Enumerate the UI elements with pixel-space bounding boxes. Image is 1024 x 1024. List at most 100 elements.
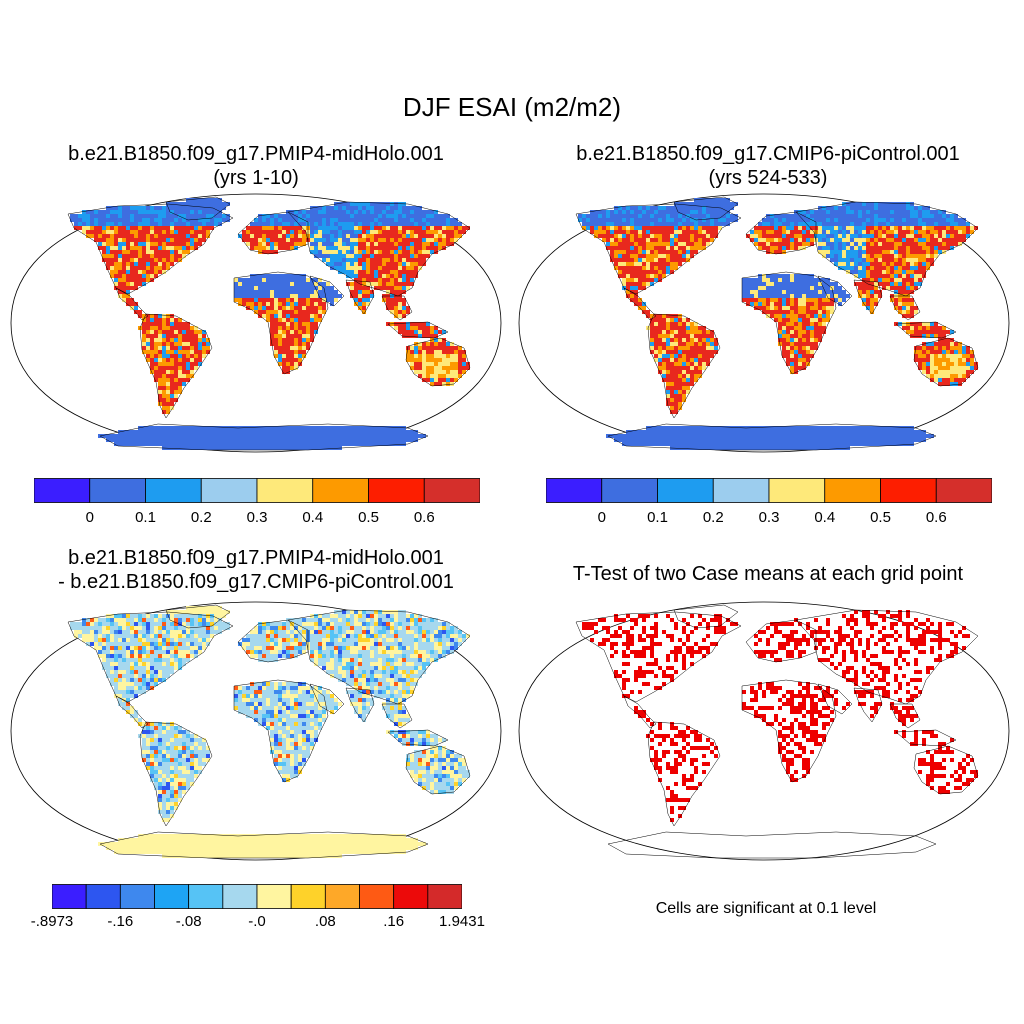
panel-title-bottom-left: b.e21.B1850.f09_g17.PMIP4-midHolo.001 - …: [0, 546, 512, 594]
coastline-north-america: [67, 611, 234, 703]
panel-title-top-right: b.e21.B1850.f09_g17.CMIP6-piControl.001 …: [512, 142, 1024, 190]
colorbar-box: [368, 478, 425, 503]
coastline-greenland: [673, 196, 739, 221]
colorbar-picontrol-labels: 0 0.1 0.2 0.3 0.4 0.5 0.6: [546, 509, 992, 529]
panel-title-line2: (yrs 1-10): [213, 167, 299, 189]
colorbar-box: [427, 884, 462, 909]
coastlines: [575, 196, 979, 451]
colorbar-box: [290, 884, 326, 909]
coastline-arabia: [309, 275, 345, 307]
map-cells: [70, 606, 470, 858]
colorbar-tick-label: 1.9431: [439, 913, 485, 930]
coastline-arabia: [817, 683, 853, 715]
coastline-central-america: [623, 695, 657, 729]
coastlines: [575, 604, 979, 859]
colorbar-tick-label: 0.5: [358, 509, 379, 526]
panel-title-line1: b.e21.B1850.f09_g17.PMIP4-midHolo.001: [68, 547, 444, 569]
coastline-antarctica: [607, 831, 937, 859]
colorbar-picontrol: [546, 478, 992, 503]
panel-title-top-left: b.e21.B1850.f09_g17.PMIP4-midHolo.001 (y…: [0, 142, 512, 190]
map-ttest: [518, 601, 1010, 861]
colorbar-tick-label: 0.4: [302, 509, 324, 526]
panel-title-line1: b.e21.B1850.f09_g17.PMIP4-midHolo.001: [68, 143, 444, 165]
colorbar-box: [393, 884, 429, 909]
colorbar-tick-label: 0.5: [870, 509, 891, 526]
coastline-europe: [745, 211, 817, 255]
coastline-antarctica: [607, 423, 937, 451]
colorbar-tick-label: 0.4: [814, 509, 836, 526]
colorbar-box: [423, 478, 480, 503]
colorbar-tick-label: 0.6: [413, 509, 435, 526]
coastline-asia: [287, 201, 471, 297]
colorbar-tick-label: 0: [597, 509, 606, 526]
coastlines: [67, 196, 471, 451]
colorbar-box: [188, 884, 224, 909]
coastline-india: [345, 687, 375, 723]
colorbar-box: [256, 884, 292, 909]
colorbar-midholo-labels: 0 0.1 0.2 0.3 0.4 0.5 0.6: [34, 509, 480, 529]
coastline-asia: [795, 609, 979, 705]
colorbar-tick-label: 0.3: [246, 509, 268, 526]
panel-title-line2: - b.e21.B1850.f09_g17.CMIP6-piControl.00…: [58, 571, 454, 593]
coastlines: [67, 604, 471, 859]
coastline-south-america: [647, 313, 721, 419]
colorbar-box: [154, 884, 190, 909]
colorbar-tick-label: 0.2: [190, 509, 212, 526]
colorbar-tick-label: 0.2: [702, 509, 724, 526]
coastline-asia: [795, 201, 979, 297]
map-midholo: [10, 193, 502, 453]
colorbar-tick-label: 0.6: [925, 509, 947, 526]
colorbar-tick-label: -.16: [107, 913, 134, 930]
colorbar-difference-labels: -.8973 -.16 -.08 -.0 .08 .16 1.9431: [31, 913, 485, 933]
coastline-central-america: [115, 695, 149, 729]
coastline-indonesia: [387, 321, 449, 339]
colorbar-tick-label: -.08: [175, 913, 202, 930]
colorbar-box: [89, 478, 146, 503]
colorbar-box: [200, 478, 258, 503]
colorbar-box: [359, 884, 395, 909]
coastline-arabia: [817, 275, 853, 307]
coastline-se-asia: [889, 295, 921, 321]
map-difference: [10, 601, 502, 861]
colorbar-midholo: [34, 478, 480, 503]
colorbar-box: [546, 478, 603, 503]
panel-title-line1: T-Test of two Case means at each grid po…: [572, 563, 964, 585]
colorbar-box: [85, 884, 121, 909]
significance-note: Cells are significant at 0.1 level: [655, 900, 877, 917]
colorbar-box: [935, 478, 992, 503]
panel-title-line2: (yrs 524-533): [708, 167, 828, 189]
colorbar-tick-label: 0: [85, 509, 94, 526]
coastline-se-asia: [381, 703, 413, 729]
coastline-australia: [405, 745, 471, 795]
coastline-greenland: [165, 196, 231, 221]
coastline-australia: [913, 745, 979, 795]
coastline-india: [853, 279, 883, 315]
map-picontrol: [518, 193, 1010, 453]
colorbar-box: [256, 478, 314, 503]
map-cells: [70, 198, 470, 450]
colorbar-tick-label: .08: [314, 913, 336, 930]
coastline-north-america: [67, 203, 234, 295]
colorbar-tick-label: 0.1: [647, 509, 668, 526]
colorbar-box: [145, 478, 202, 503]
colorbar-box: [601, 478, 658, 503]
coastline-europe: [745, 619, 817, 663]
colorbar-tick-label: .16: [383, 913, 405, 930]
panel-title-bottom-right: T-Test of two Case means at each grid po…: [512, 562, 1024, 586]
coastline-indonesia: [895, 321, 957, 339]
colorbar-box: [657, 478, 714, 503]
coastline-indonesia: [387, 729, 449, 747]
panel-title-line1: b.e21.B1850.f09_g17.CMIP6-piControl.001: [576, 143, 960, 165]
colorbar-box: [324, 884, 360, 909]
coastline-antarctica: [99, 831, 429, 859]
coastline-central-america: [115, 287, 149, 321]
coastline-australia: [913, 337, 979, 387]
coastline-south-america: [139, 313, 213, 419]
coastline-arabia: [309, 683, 345, 715]
coastline-indonesia: [895, 729, 957, 747]
coastline-south-america: [139, 721, 213, 827]
coastline-south-america: [647, 721, 721, 827]
colorbar-box: [312, 478, 369, 503]
coastline-greenland: [165, 604, 231, 629]
coastline-north-america: [575, 611, 742, 703]
